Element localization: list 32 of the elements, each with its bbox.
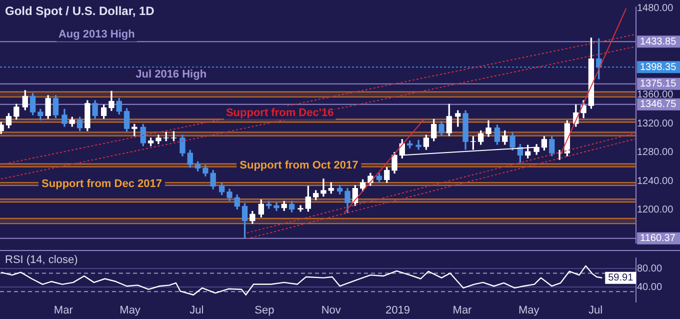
- y-tick-label: 1280.00: [637, 147, 674, 158]
- y-tick-label: 80.00: [637, 263, 662, 274]
- candlestick: [416, 140, 422, 150]
- y-tick-label: 1200.00: [637, 204, 674, 216]
- y-tick-label: 1240.00: [637, 176, 674, 187]
- chart-title: RSI (14, close): [5, 254, 78, 266]
- annotation: Jul 2016 High: [136, 68, 207, 81]
- x-tick-label: Mar: [452, 304, 472, 316]
- ref-line-label: 1375.15: [640, 78, 677, 90]
- y-tick-label: 1360.00: [637, 90, 674, 101]
- x-tick-label: May: [518, 304, 540, 316]
- x-tick-label: Nov: [321, 304, 342, 316]
- x-tick-label: Sep: [254, 304, 274, 316]
- x-tick-label: May: [120, 304, 141, 316]
- ref-line-label: 1346.75: [640, 99, 677, 110]
- ref-line-label: 1160.37: [640, 233, 676, 244]
- y-tick-label: 40.00: [637, 282, 662, 293]
- candlestick: [320, 178, 326, 197]
- ref-line-label: 1433.85: [640, 36, 677, 48]
- annotation: Aug 2013 High: [58, 28, 136, 41]
- x-tick-label: 2019: [386, 304, 410, 316]
- band-label: Support from Oct 2017: [240, 159, 358, 172]
- x-tick-label: Jul: [588, 304, 603, 316]
- x-tick-label: Jul: [190, 304, 204, 316]
- data-label: 59.91: [608, 272, 634, 284]
- band-label: Support from Dec 2017: [42, 178, 162, 190]
- chart-title: Gold Spot / U.S. Dollar, 1D: [5, 4, 154, 18]
- annotation: Support from Dec'16: [226, 106, 334, 119]
- y-tick-label: 1480.00: [637, 3, 674, 14]
- ref-line-label: 1398.35: [640, 62, 677, 73]
- y-tick-label: 1320.00: [637, 118, 674, 130]
- x-tick-label: Mar: [54, 304, 74, 316]
